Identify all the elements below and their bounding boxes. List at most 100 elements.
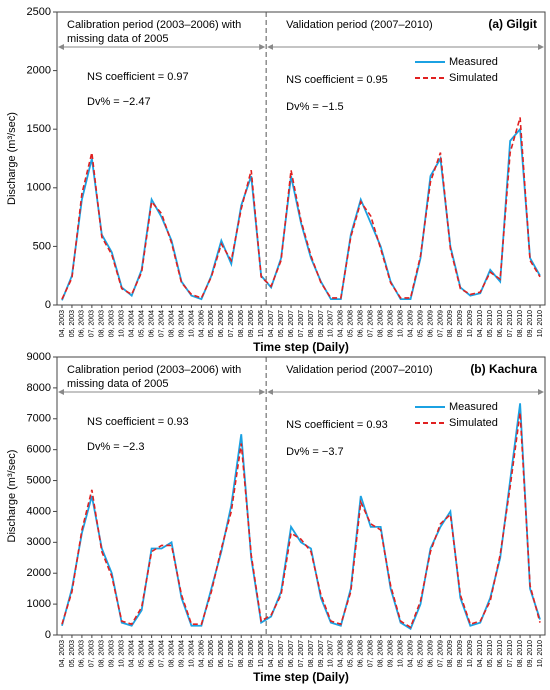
- x-tick-label: 05, 2008: [348, 310, 355, 337]
- legend-label: Simulated: [449, 417, 498, 429]
- x-tick-label: 04, 2008: [338, 310, 345, 337]
- x-tick-label: 06, 2007: [288, 310, 295, 337]
- y-axis-label: Discharge (m³/sec): [6, 450, 18, 543]
- x-tick-label: 06, 2004: [148, 640, 155, 667]
- x-tick-label: 05, 2007: [278, 640, 285, 667]
- panel-title: (a) Gilgit: [488, 17, 537, 31]
- y-tick-label: 4000: [27, 505, 51, 517]
- x-tick-label: 08, 2008: [378, 640, 385, 667]
- x-tick-label: 06, 2008: [358, 310, 365, 337]
- x-tick-label: 06, 2010: [497, 640, 504, 667]
- x-tick-label: 06, 2003: [79, 640, 86, 667]
- y-tick-label: 2000: [27, 65, 51, 77]
- x-tick-label: 08, 2003: [99, 310, 106, 337]
- x-tick-label: 10, 2004: [188, 640, 195, 667]
- x-tick-label: 09, 2008: [387, 310, 394, 337]
- calibration-label: Calibration period (2003–2006) with: [67, 19, 241, 31]
- legend-label: Simulated: [449, 72, 498, 84]
- x-tick-label: 04, 2007: [268, 310, 275, 337]
- x-tick-label: 08, 2007: [308, 310, 315, 337]
- x-tick-label: 06, 2010: [497, 310, 504, 337]
- x-tick-label: 08, 2009: [447, 640, 454, 667]
- validation-stat: Dv% = −1.5: [286, 101, 343, 113]
- plot-frame: [56, 356, 546, 636]
- y-tick-label: 9000: [27, 351, 51, 363]
- x-tick-label: 10, 2003: [119, 640, 126, 667]
- x-tick-label: 05, 2004: [138, 640, 145, 667]
- x-tick-label: 05, 2004: [138, 310, 145, 337]
- x-tick-label: 07, 2004: [158, 640, 165, 667]
- y-tick-label: 8000: [27, 382, 51, 394]
- x-tick-label: 08, 2006: [238, 310, 245, 337]
- validation-label: Validation period (2007–2010): [286, 19, 433, 31]
- y-tick-label: 0: [45, 299, 51, 311]
- y-tick-label: 0: [45, 629, 51, 641]
- x-tick-label: 04, 2008: [338, 640, 345, 667]
- calibration-label: missing data of 2005: [67, 33, 169, 45]
- y-tick-label: 1000: [27, 598, 51, 610]
- x-tick-label: 08, 2008: [378, 310, 385, 337]
- x-tick-label: 10, 2009: [467, 310, 474, 337]
- x-tick-label: 10, 2007: [328, 640, 335, 667]
- x-tick-label: 04, 2006: [198, 640, 205, 667]
- y-tick-label: 2000: [27, 567, 51, 579]
- x-tick-label: 07, 2010: [507, 310, 514, 337]
- x-tick-label: 09, 2007: [318, 310, 325, 337]
- x-tick-label: 09, 2008: [387, 640, 394, 667]
- y-tick-label: 5000: [27, 474, 51, 486]
- x-tick-label: 05, 2003: [69, 640, 76, 667]
- series-line: [61, 117, 541, 300]
- validation-stat: Dv% = −3.7: [286, 446, 343, 458]
- x-tick-label: 09, 2009: [457, 310, 464, 337]
- x-tick-label: 04, 2004: [129, 640, 136, 667]
- x-tick-label: 09, 2010: [527, 310, 534, 337]
- x-tick-label: 10, 2003: [119, 310, 126, 337]
- x-tick-label: 09, 2006: [248, 640, 255, 667]
- x-tick-label: 08, 2004: [168, 640, 175, 667]
- x-tick-label: 08, 2010: [517, 640, 524, 667]
- x-tick-label: 06, 2009: [427, 310, 434, 337]
- calibration-stat: Dv% = −2.47: [87, 96, 151, 108]
- x-tick-label: 04, 2009: [407, 640, 414, 667]
- x-tick-label: 07, 2007: [298, 640, 305, 667]
- x-tick-label: 09, 2003: [109, 310, 116, 337]
- x-tick-label: 10, 2009: [467, 640, 474, 667]
- x-tick-label: 06, 2008: [358, 640, 365, 667]
- x-tick-label: 04, 2010: [477, 640, 484, 667]
- y-tick-label: 3000: [27, 536, 51, 548]
- x-tick-label: 07, 2007: [298, 310, 305, 337]
- x-tick-label: 05, 2009: [417, 310, 424, 337]
- x-tick-label: 09, 2007: [318, 640, 325, 667]
- x-tick-label: 06, 2006: [218, 640, 225, 667]
- x-tick-label: 10, 2007: [328, 310, 335, 337]
- x-tick-label: 07, 2006: [228, 310, 235, 337]
- series-line: [61, 403, 541, 631]
- series-line: [61, 412, 541, 629]
- x-tick-label: 07, 2004: [158, 310, 165, 337]
- x-tick-label: 04, 2009: [407, 310, 414, 337]
- x-tick-label: 10, 2006: [258, 310, 265, 337]
- x-tick-label: 09, 2004: [178, 310, 185, 337]
- x-tick-label: 07, 2009: [437, 310, 444, 337]
- x-tick-label: 06, 2003: [79, 310, 86, 337]
- y-tick-label: 2500: [27, 6, 51, 18]
- x-tick-label: 04, 2006: [198, 310, 205, 337]
- calibration-stat: NS coefficient = 0.97: [87, 71, 189, 83]
- y-tick-label: 1500: [27, 123, 51, 135]
- x-tick-label: 05, 2009: [417, 640, 424, 667]
- x-tick-label: 07, 2008: [368, 310, 375, 337]
- x-tick-label: 10, 2008: [397, 640, 404, 667]
- x-tick-label: 09, 2006: [248, 310, 255, 337]
- x-tick-label: 05, 2010: [487, 310, 494, 337]
- x-tick-label: 06, 2007: [288, 640, 295, 667]
- x-tick-label: 05, 2003: [69, 310, 76, 337]
- x-tick-label: 10, 2008: [397, 310, 404, 337]
- validation-stat: NS coefficient = 0.93: [286, 419, 388, 431]
- y-tick-label: 1000: [27, 182, 51, 194]
- x-tick-label: 08, 2006: [238, 640, 245, 667]
- validation-stat: NS coefficient = 0.95: [286, 74, 388, 86]
- x-tick-label: 09, 2009: [457, 640, 464, 667]
- x-tick-label: 10, 2010: [537, 310, 544, 337]
- y-tick-label: 6000: [27, 444, 51, 456]
